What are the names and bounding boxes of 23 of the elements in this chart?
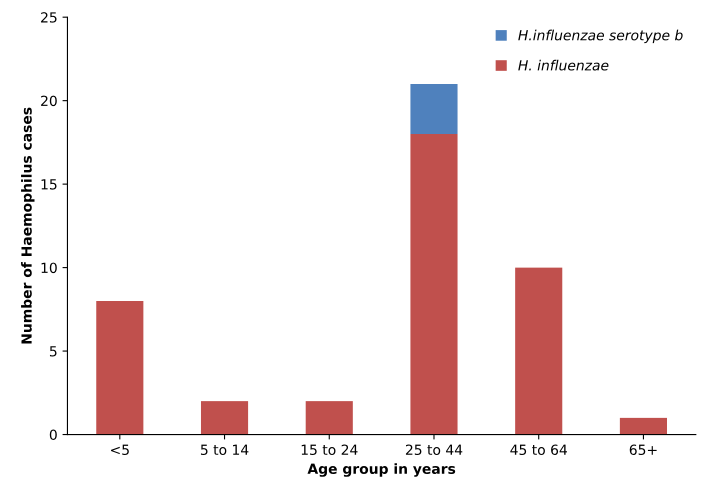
bar (515, 268, 562, 435)
legend-label: H.influenzae serotype b (518, 30, 683, 44)
bar (200, 401, 248, 435)
y-tick-label: 10 (42, 262, 57, 274)
x-tick-label: <5 (111, 444, 129, 456)
y-tick-label: 5 (50, 346, 57, 357)
legend-label: H. influenzae (518, 60, 608, 71)
bar (306, 401, 353, 435)
x-axis-title: Age group in years (308, 463, 456, 477)
x-tick-label: 65+ (630, 444, 657, 456)
bar (620, 418, 667, 435)
bar (410, 134, 458, 435)
y-tick-label: 25 (41, 12, 57, 23)
bar (410, 84, 458, 134)
x-tick-label: 45 to 64 (510, 444, 567, 456)
y-tick-label: 15 (42, 179, 57, 190)
y-axis-title: Number of Haemophilus cases (21, 108, 34, 344)
x-tick-label: 15 to 24 (302, 444, 358, 456)
y-tick-label: 0 (50, 430, 57, 440)
x-tick-label: 5 to 14 (200, 444, 248, 456)
x-tick-label: 25 to 44 (406, 444, 462, 456)
bar (96, 300, 144, 435)
y-tick-label: 20 (41, 96, 57, 106)
